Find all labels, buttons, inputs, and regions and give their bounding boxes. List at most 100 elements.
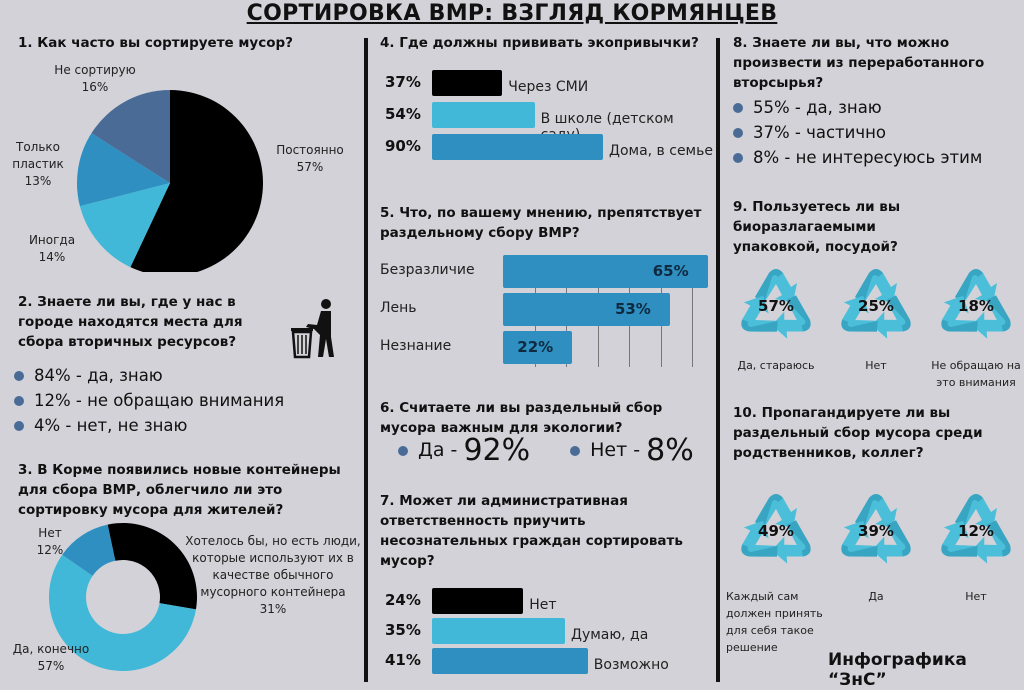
- recycle-label: Нет: [865, 359, 887, 372]
- recycle-icon: [841, 269, 911, 339]
- recycle-icon: [941, 494, 1011, 564]
- pie-slice-2: [62, 524, 116, 576]
- q1-pie: [77, 90, 263, 272]
- bar-value-label: 54%: [385, 105, 421, 123]
- recycle-icon: [941, 269, 1011, 339]
- q2-item: 4% - нет, не знаю: [14, 413, 284, 438]
- page-title: СОРТИРОВКА ВМР: ВЗГЛЯД КОРМЯНЦЕВ: [246, 1, 778, 26]
- q5-bar-chart: 65% Безразличие 53% Лень 22% Незнание: [380, 255, 715, 370]
- bar-row: 65% Безразличие: [380, 255, 715, 288]
- bar-value-label: 90%: [385, 137, 421, 155]
- trash-person-icon: [291, 299, 334, 359]
- bar-row: 22% Незнание: [380, 331, 715, 364]
- bar-category-label: Безразличие: [380, 261, 475, 278]
- recycle-value: 12%: [958, 522, 994, 540]
- bar: [432, 648, 588, 674]
- bar-value-label: 22%: [517, 337, 554, 356]
- bar-row: 37% Через СМИ: [385, 70, 715, 96]
- bar-row: 24% Нет: [385, 588, 715, 614]
- recycle-label: Да, стараюсь: [737, 359, 815, 372]
- q5-title: 5. Что, по вашему мнению, препятствует р…: [380, 205, 702, 241]
- q8-item: 37% - частично: [733, 120, 982, 145]
- pie-slice-1: [79, 183, 170, 268]
- recycle-label: Нет: [965, 590, 987, 603]
- bar: [503, 331, 573, 364]
- recycle-value: 57%: [758, 297, 794, 315]
- recycle-value: 49%: [758, 522, 794, 540]
- recycle-stat: 12% Нет: [930, 488, 1022, 605]
- bar-category-label: Дома, в семье: [609, 143, 713, 159]
- bar: [503, 293, 670, 326]
- q3-label-2: Нет 12%: [36, 526, 64, 557]
- column-divider: [716, 38, 720, 682]
- q9-title: 9. Пользуетесь ли вы биоразлагаемыми упа…: [733, 199, 901, 255]
- q2-list: 84% - да, знаю 12% - не обращаю внимания…: [14, 363, 284, 438]
- q1-label-0: Постоянно 57%: [276, 143, 344, 174]
- q1-label-1: Иногда 14%: [28, 233, 76, 264]
- bar-value-label: 41%: [385, 651, 421, 669]
- recycle-stat: 57% Да, стараюсь: [730, 263, 822, 374]
- recycle-stat: 25% Нет: [830, 263, 922, 374]
- pie-slice-3: [91, 90, 170, 183]
- recycle-stat: 49% Каждый сам должен принять для себя т…: [726, 488, 823, 656]
- bar-category-label: Нет: [529, 597, 557, 613]
- bar-category-label: Лень: [380, 299, 417, 316]
- q6-title: 6. Считаете ли вы раздельный сбор мусора…: [380, 400, 663, 436]
- recycle-label: Каждый сам должен принять для себя такое…: [726, 590, 823, 654]
- bar-category-label: Через СМИ: [508, 79, 589, 95]
- bar-row: 54%В школе (детском саду): [385, 102, 715, 143]
- recycle-icon: [841, 494, 911, 564]
- bar-value-label: 53%: [614, 299, 651, 318]
- recycle-icon: [741, 269, 811, 339]
- q1-title: 1. Как часто вы сортируете мусор?: [18, 35, 293, 51]
- q8-title: 8. Знаете ли вы, что можно произвести из…: [733, 35, 985, 91]
- q4-title: 4. Где должны прививать экопривычки?: [380, 35, 699, 51]
- bar-value-label: 65%: [652, 261, 689, 280]
- bar-value-label: 37%: [385, 73, 421, 91]
- q8-list: 55% - да, знаю 37% - частично 8% - не ин…: [733, 95, 982, 170]
- bar: [432, 102, 535, 128]
- q2-item: 12% - не обращаю внимания: [14, 388, 284, 413]
- recycle-stat: 18% Не обращаю на это внимания: [930, 263, 1022, 391]
- bar: [432, 134, 603, 160]
- q7-bar-chart: 24% Нет 35% Думаю, да 41% Возможно: [385, 588, 715, 678]
- q1-label-2: Только пластик 13%: [12, 140, 64, 188]
- bar-row: 53% Лень: [380, 293, 715, 326]
- q4-bar-chart: 37% Через СМИ 54%В школе (детском саду)90%…: [385, 70, 715, 160]
- recycle-icon: [741, 494, 811, 564]
- pie-slice-0: [130, 90, 263, 272]
- bar-row: 41% Возможно: [385, 648, 715, 674]
- pie-slice-1: [48, 554, 196, 671]
- q6-answers: Да - 92% Нет - 8%: [398, 436, 694, 466]
- q8-item: 55% - да, знаю: [733, 95, 982, 120]
- bar: [432, 588, 524, 614]
- recycle-value: 25%: [858, 297, 894, 315]
- bar-category-label: Возможно: [593, 657, 669, 673]
- footer-credit: Инфографика “ЗнС”: [828, 650, 967, 690]
- recycle-stat: 39% Да: [830, 488, 922, 605]
- q7-title: 7. Может ли административная ответственн…: [380, 493, 683, 569]
- column-divider: [364, 38, 368, 682]
- bar-row: 90% Дома, в семье: [385, 134, 715, 160]
- q3-label-1: Да, конечно 57%: [12, 642, 90, 673]
- bar: [503, 255, 708, 288]
- recycle-label: Да: [868, 590, 884, 603]
- q6-yes: Да - 92%: [398, 436, 530, 466]
- recycle-value: 18%: [958, 297, 994, 315]
- q3-label-0: Хотелось бы, но есть люди, которые испол…: [185, 534, 361, 616]
- q3-donut: [48, 523, 197, 671]
- bar: [432, 70, 503, 96]
- gridline: [692, 255, 693, 367]
- bar-row: 35% Думаю, да: [385, 618, 715, 644]
- pie-slice-0: [107, 523, 197, 610]
- q6-no: Нет - 8%: [570, 436, 694, 466]
- bar: [432, 618, 565, 644]
- recycle-label: Не обращаю на это внимания: [931, 359, 1021, 389]
- bar-value-label: 24%: [385, 591, 421, 609]
- pie-slice-2: [77, 133, 170, 207]
- q2-title: 2. Знаете ли вы, где у нас в городе нахо…: [18, 294, 243, 350]
- q2-item: 84% - да, знаю: [14, 363, 284, 388]
- recycle-value: 39%: [858, 522, 894, 540]
- q1-label-3: Не сортирую 16%: [54, 63, 136, 94]
- bar-category-label: Незнание: [380, 337, 452, 354]
